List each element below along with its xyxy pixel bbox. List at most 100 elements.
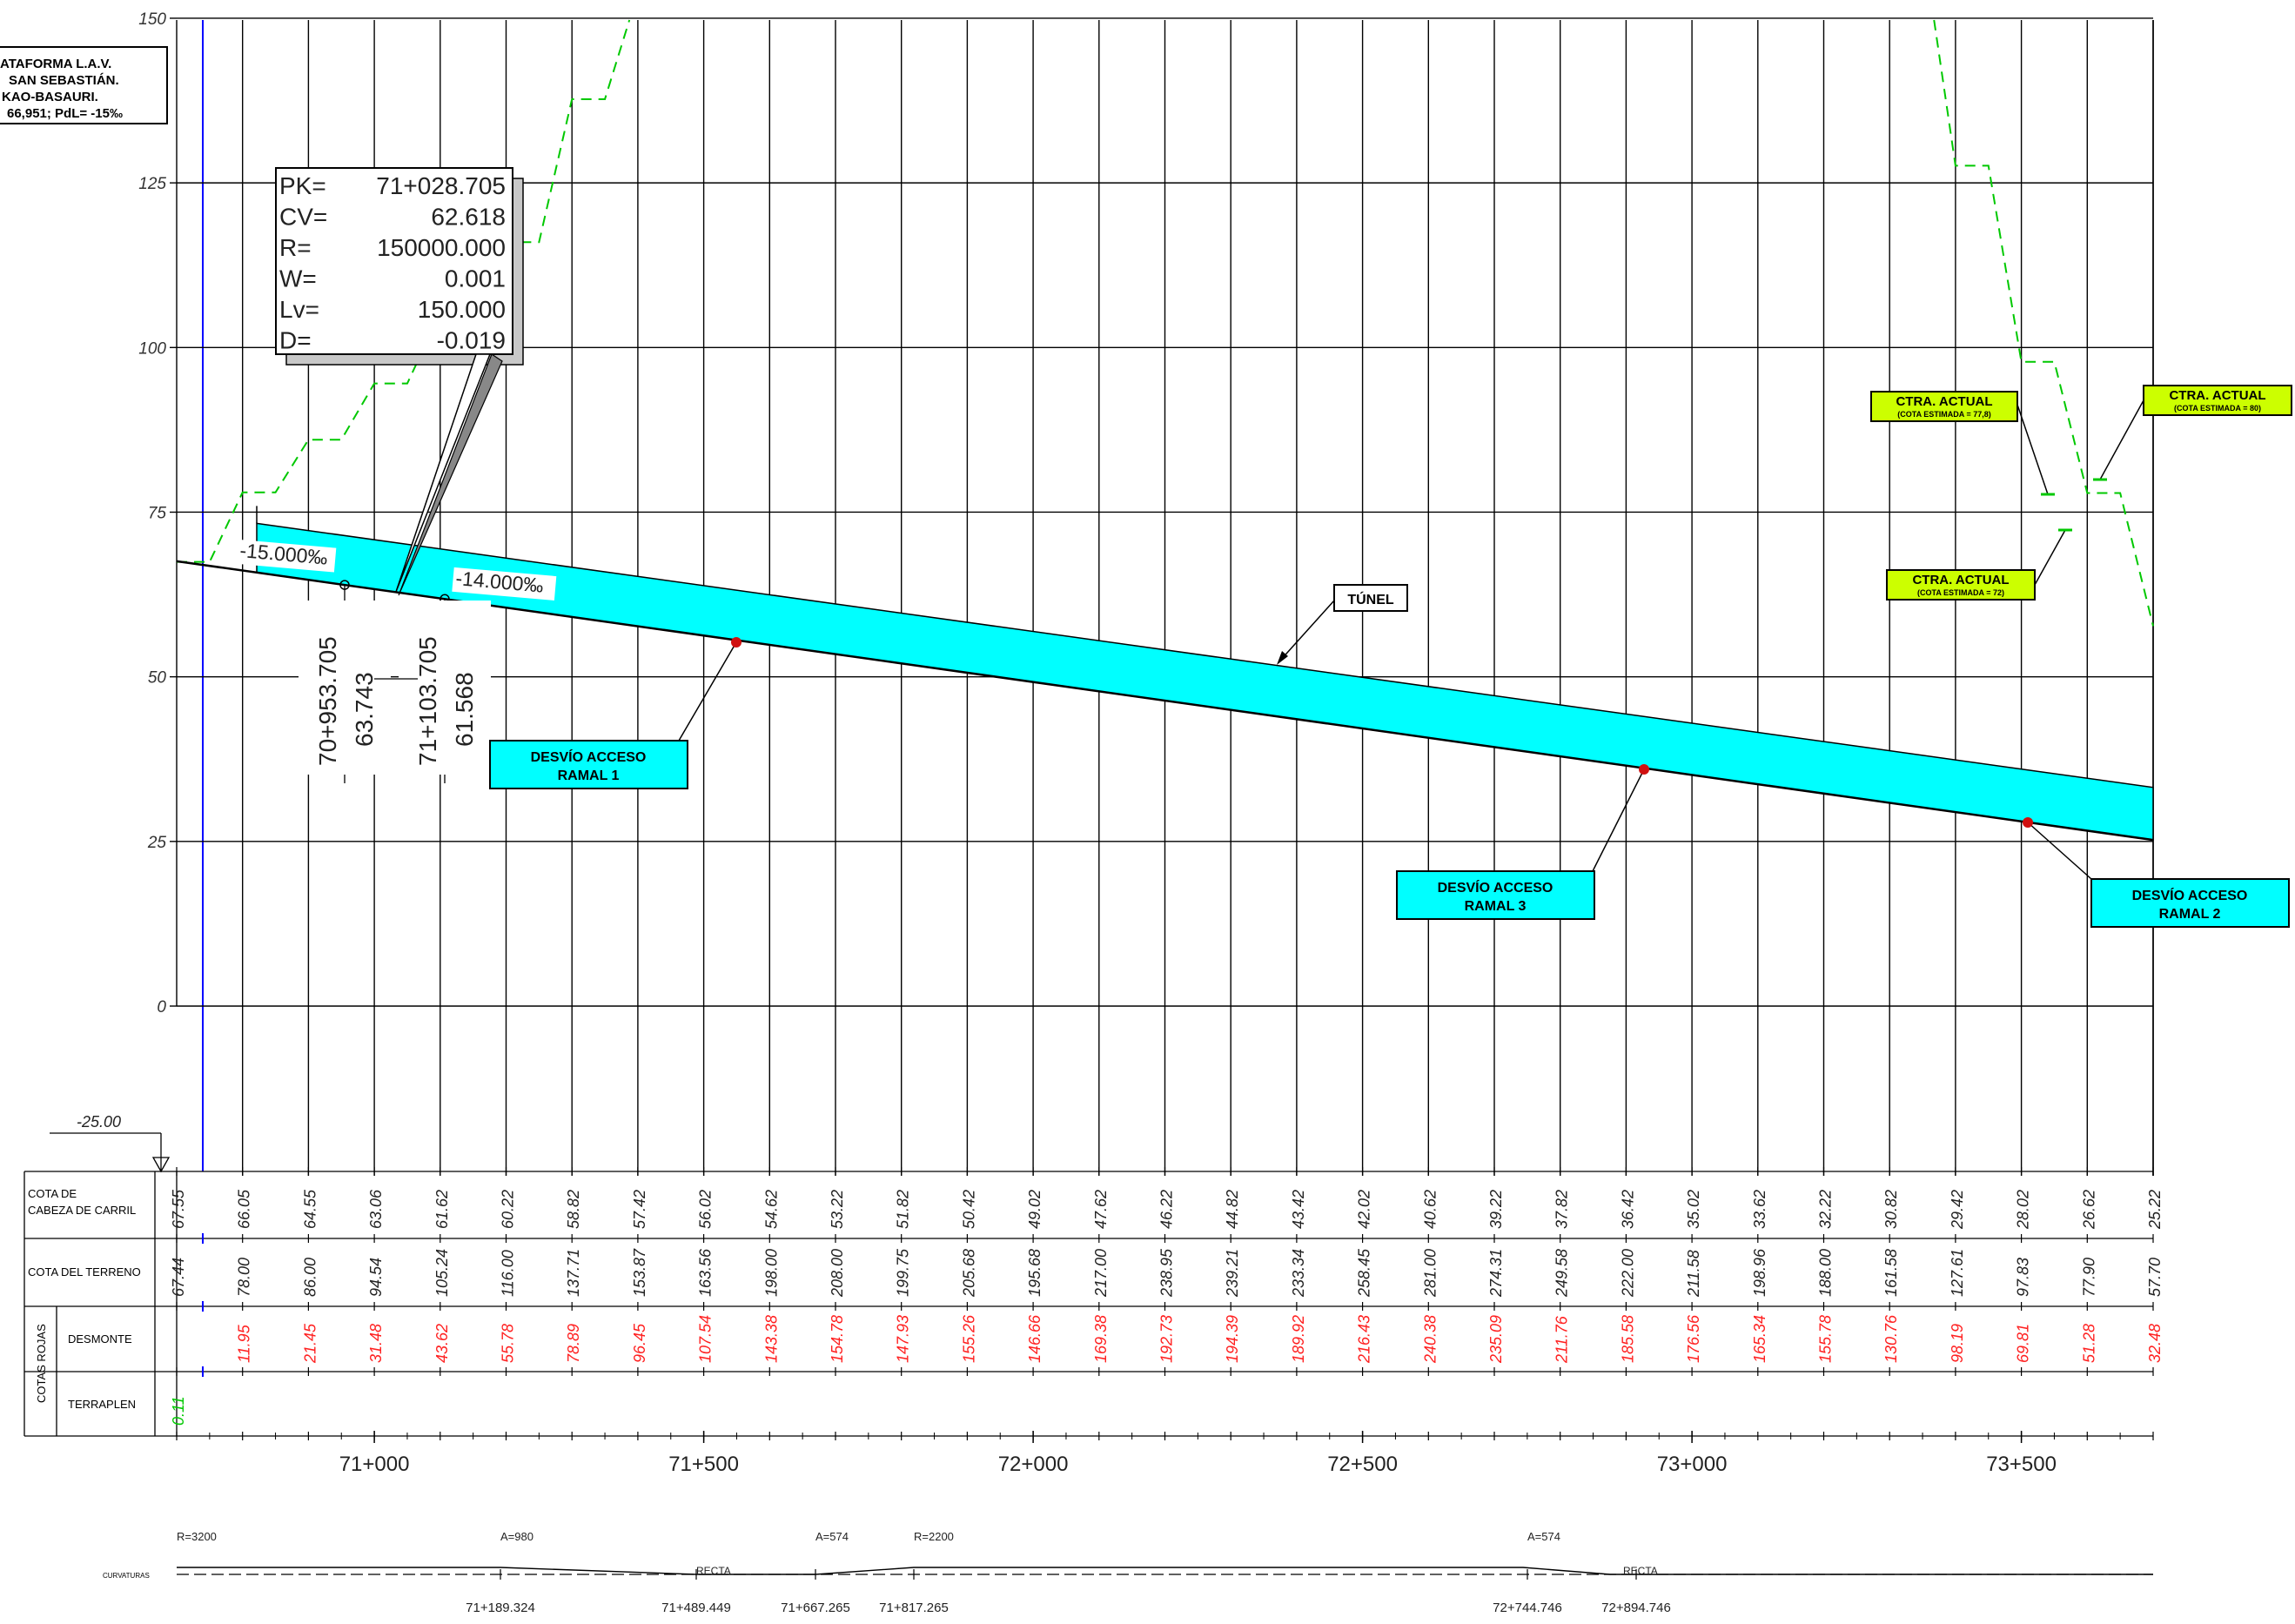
cota-carril-value: 44.82: [1224, 1190, 1241, 1229]
rail-grade-line: [176, 560, 2154, 842]
tunnel-fill: [256, 522, 2154, 842]
curve-box: [275, 167, 513, 355]
vertical-point-bg: [299, 601, 391, 775]
desmonte-value: 154.78: [829, 1315, 846, 1363]
y-tick-label: 50: [148, 669, 167, 688]
hdr-cota-terreno: COTA DEL TERRENO: [28, 1265, 141, 1278]
curve-row-value: 0.001: [445, 265, 506, 292]
y-tick-label: 125: [138, 175, 166, 193]
cota-terreno-value: 239.21: [1224, 1249, 1241, 1298]
curvature-label: CURVATURAS: [103, 1572, 150, 1580]
chainage-label: 71+500: [668, 1453, 739, 1476]
cota-carril-value: 53.22: [829, 1190, 846, 1229]
desmonte-value: 51.28: [2080, 1324, 2097, 1363]
grade-label-bg: [452, 567, 557, 601]
callouts: PK= 71+028.705 CV= 62.618 R= 150000.000 W= 0.00…: [275, 167, 2292, 928]
cota-terreno-value: 153.87: [631, 1248, 648, 1297]
curvature-pk-label: 71+489.449: [661, 1601, 731, 1615]
desmonte-value: 216.43: [1356, 1315, 1373, 1364]
desmonte-value: 69.81: [2015, 1324, 2032, 1363]
cota-terreno-value: 281.00: [1421, 1249, 1439, 1298]
curvature-top-label: R=3200: [177, 1530, 217, 1543]
desmonte-value: 165.34: [1751, 1315, 1768, 1363]
desmonte-value: 96.45: [631, 1323, 648, 1363]
ctra-leader: [2034, 529, 2066, 586]
cota-terreno-value: 78.00: [236, 1258, 253, 1297]
desmonte-value: 185.58: [1619, 1315, 1636, 1363]
vertical-point-pk: 70+953.705: [314, 636, 341, 766]
desvio-point: [731, 637, 742, 648]
desvio-leader: [678, 641, 737, 742]
cota-carril-value: 42.02: [1356, 1190, 1373, 1229]
cota-terreno-value: 198.96: [1751, 1248, 1768, 1297]
cota-carril-value: 64.55: [301, 1189, 319, 1229]
desmonte-value: 240.38: [1421, 1315, 1439, 1364]
cota-terreno-value: 57.70: [2146, 1258, 2164, 1297]
cota-terreno-value: 211.58: [1685, 1250, 1702, 1298]
terrain-line: [177, 19, 2154, 627]
cota-terreno-value: 77.90: [2080, 1258, 2097, 1297]
desmonte-value: 235.09: [1487, 1315, 1505, 1364]
title-line-3: KAO-BASAURI.: [2, 90, 98, 104]
cota-carril-value: 49.02: [1026, 1190, 1043, 1229]
data-table: COTA DE CABEZA DE CARRIL COTA DEL TERRENO C…: [23, 1113, 2164, 1476]
cota-carril-value: 51.82: [895, 1190, 912, 1229]
title-line-1: ATAFORMA L.A.V.: [0, 57, 111, 71]
cota-terreno-value: 195.68: [1026, 1249, 1043, 1297]
cota-carril-value: 36.42: [1619, 1190, 1636, 1229]
cota-carril-value: 47.62: [1092, 1190, 1110, 1229]
cota-terreno-value: 163.56: [697, 1248, 715, 1297]
curve-row-value: 150000.000: [377, 234, 506, 261]
ctra-line-2: (COTA ESTIMADA = 77,8): [1897, 410, 1990, 419]
curvature-pk-label: 72+744.746: [1493, 1601, 1562, 1615]
y-tick-label: 75: [148, 504, 167, 522]
cota-terreno-value: 161.58: [1882, 1249, 1900, 1297]
cota-carril-value: 37.82: [1553, 1190, 1571, 1229]
cota-carril-value: 67.55: [170, 1189, 187, 1229]
desvio-leader: [2027, 822, 2092, 880]
desmonte-value: 155.26: [960, 1314, 977, 1363]
desvio-line-2: RAMAL 1: [558, 768, 620, 783]
cota-terreno-value: 217.00: [1092, 1249, 1110, 1298]
desmonte-value: 11.95: [236, 1324, 253, 1363]
curvature-top-label: A=574: [1527, 1530, 1560, 1543]
desmonte-value: 55.78: [500, 1324, 517, 1363]
desmonte-value: 78.89: [565, 1324, 582, 1363]
curve-row-key: W=: [279, 265, 317, 292]
y-tick-label: 100: [138, 339, 166, 358]
chainage-label: 73+000: [1657, 1453, 1728, 1476]
tunnel-label-box: [1333, 584, 1408, 612]
desmonte-value: 169.38: [1092, 1315, 1110, 1363]
desmonte-value: 192.73: [1158, 1315, 1176, 1363]
title-line-4: 66,951; PdL= -15‰: [7, 106, 123, 121]
chainage-label: 71+000: [339, 1453, 410, 1476]
cota-terreno-value: 249.58: [1553, 1249, 1571, 1298]
terraplen-value: 0.11: [170, 1396, 187, 1426]
desmonte-value: 143.38: [762, 1315, 780, 1363]
cota-terreno-value: 86.00: [301, 1258, 319, 1297]
recta-label: RECTA: [696, 1565, 731, 1577]
curve-row-value: 71+028.705: [376, 172, 506, 199]
desmonte-value: 211.76: [1553, 1315, 1571, 1364]
desvio-leader: [1592, 768, 1645, 872]
cota-terreno-value: 205.68: [960, 1249, 977, 1298]
cota-carril-value: 50.42: [960, 1190, 977, 1229]
desvio-line-1: DESVÍO ACCESO: [531, 748, 647, 765]
cota-carril-value: 32.22: [1817, 1190, 1835, 1229]
curve-row-key: CV=: [279, 204, 327, 231]
curve-row-key: PK=: [279, 172, 326, 199]
vertical-point-cota: 63.743: [351, 672, 378, 747]
chainage-label: 73+500: [1986, 1453, 2057, 1476]
cota-carril-value: 57.42: [631, 1190, 648, 1229]
tunnel-band: -15.000‰-14.000‰70+953.705 63.743 71+103.7…: [176, 506, 2154, 842]
ctra-line-1: CTRA. ACTUAL: [1912, 573, 2009, 587]
tunnel-arrow: [1277, 651, 1288, 665]
desmonte-value: 189.92: [1290, 1315, 1307, 1363]
cota-terreno-value: 97.83: [2015, 1258, 2032, 1297]
hdr-desmonte: DESMONTE: [68, 1332, 132, 1346]
desmonte-value: 176.56: [1685, 1314, 1702, 1363]
desmonte-value: 98.19: [1949, 1324, 1966, 1363]
cota-carril-value: 54.62: [762, 1190, 780, 1229]
grid: [176, 17, 2154, 1176]
